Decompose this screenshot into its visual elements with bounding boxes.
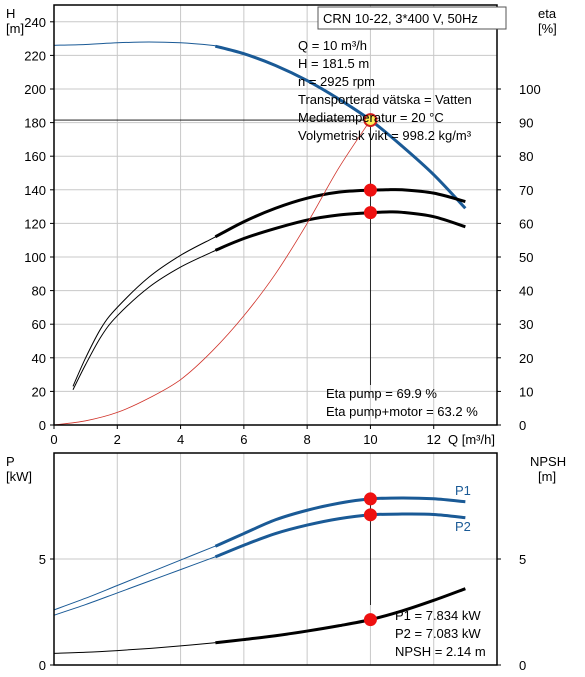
info-head: H = 181.5 m [298,56,369,71]
operating-point-1 [363,183,377,197]
y-left-tick-label: 0 [39,418,46,433]
series-2-line-operating [214,210,466,252]
series-1-line-operating [214,512,466,559]
bottom-chart-panel: 05 05 P [kW] NPSH [m] P1 P2 P1 = 7.834 k… [6,452,566,673]
head-axis-unit: [m] [6,21,24,36]
operating-point-2 [363,206,377,220]
series-0-line-operating [214,496,466,548]
operating-point-1 [363,508,377,522]
y-left-tick-label: 140 [24,183,46,198]
legend-p1: P1 [455,483,471,498]
x-tick-label: 4 [177,432,184,447]
y-left-tick-label: 5 [39,552,46,567]
head-axis-label: H [6,6,15,21]
info-liquid: Transporterad vätska = Vatten [298,92,472,107]
info-p1: P1 = 7.834 kW [395,608,481,623]
y-right-tick-label: 20 [519,351,533,366]
flow-axis-label: Q [m³/h] [448,432,495,447]
y-left-tick-label: 40 [32,351,46,366]
y-right-tick-label: 60 [519,216,533,231]
y-left-tick-label: 0 [39,658,46,673]
operating-point-2 [363,613,377,627]
legend-p2: P2 [455,519,471,534]
y-right-tick-label: 90 [519,116,533,131]
bottom-operating-points [363,492,377,627]
series-3-line [53,119,371,426]
y-left-tick-label: 160 [24,149,46,164]
top-x-tick-labels: 0 2 4 6 8 10 12 [50,425,441,447]
power-axis-unit: [kW] [6,469,32,484]
series-2-line-thin [72,249,217,390]
y-left-tick-label: 200 [24,82,46,97]
y-right-tick-label: 30 [519,317,533,332]
series-1-line-thin [53,556,217,616]
info-density: Volymetrisk vikt = 998.2 kg/m³ [298,128,472,143]
x-tick-label: 12 [426,432,440,447]
y-left-tick-label: 240 [24,15,46,30]
top-series [53,41,467,426]
title-box [317,6,507,30]
y-right-tick-label: 0 [519,418,526,433]
y-right-tick-label: 100 [519,82,541,97]
info-temperature: Mediatemperatur = 20 °C [298,110,444,125]
top-grid [54,5,497,425]
y-left-tick-label: 80 [32,284,46,299]
series-0-line-thin [53,41,217,47]
eta-axis-unit: [%] [538,21,557,36]
bottom-grid [54,453,497,665]
y-right-tick-label: 70 [519,183,533,198]
bottom-y-left-tick-labels: 05 [39,552,54,673]
series-0-line-operating [214,44,467,210]
power-info: P1 = 7.834 kW P2 = 7.083 kW NPSH = 2.14 … [395,608,486,659]
top-y-right-tick-labels: 0 10 20 30 40 50 60 70 80 90 100 [497,82,541,433]
y-left-tick-label: 100 [24,250,46,265]
series-1-line-operating [214,188,466,239]
series-2-line-operating [215,587,466,645]
operating-point-0 [363,113,378,128]
y-left-tick-label: 220 [24,48,46,63]
info-flow: Q = 10 m³/h [298,38,367,53]
operating-point-0 [363,492,377,506]
y-left-tick-label: 60 [32,317,46,332]
npsh-axis-label: NPSH [530,454,566,469]
series-1-line-thin [72,236,217,387]
info-eta-pump-motor: Eta pump+motor = 63.2 % [326,404,478,419]
bottom-series [53,496,466,654]
top-plot-frame [53,4,498,426]
y-left-tick-label: 180 [24,116,46,131]
y-right-tick-label: 40 [519,284,533,299]
x-tick-label: 10 [363,432,377,447]
info-npsh: NPSH = 2.14 m [395,644,486,659]
x-tick-label: 2 [114,432,121,447]
y-left-tick-label: 20 [32,384,46,399]
info-eta-pump: Eta pump = 69.9 % [326,386,437,401]
y-left-tick-label: 120 [24,216,46,231]
npsh-axis-unit: [m] [538,469,556,484]
chart-title: CRN 10-22, 3*400 V, 50Hz [323,11,478,26]
y-right-tick-label: 10 [519,384,533,399]
power-axis-label: P [6,454,15,469]
efficiency-info: Eta pump = 69.9 % Eta pump+motor = 63.2 … [326,386,478,419]
series-2-line-thin [53,642,217,654]
duty-point-info: Q = 10 m³/h H = 181.5 m n = 2925 rpm Tra… [298,38,472,143]
x-tick-label: 6 [240,432,247,447]
y-right-tick-label: 0 [519,658,526,673]
eta-axis-label: eta [538,6,557,21]
info-speed: n = 2925 rpm [298,74,375,89]
x-tick-label: 0 [50,432,57,447]
bottom-y-right-tick-labels: 05 [497,552,526,673]
top-reference-lines [54,119,371,385]
info-p2: P2 = 7.083 kW [395,626,481,641]
top-operating-points [363,113,378,220]
y-right-tick-label: 80 [519,149,533,164]
series-0-line-thin [53,545,217,611]
y-right-tick-label: 5 [519,552,526,567]
top-chart-panel: 0 2 4 6 8 10 12 020406080100120140160180200220… [6,4,557,447]
top-y-left-tick-labels: 0 20 40 60 80 100 120 140 160 180 200 220 240 [24,15,54,433]
y-right-tick-label: 50 [519,250,533,265]
x-tick-label: 8 [304,432,311,447]
